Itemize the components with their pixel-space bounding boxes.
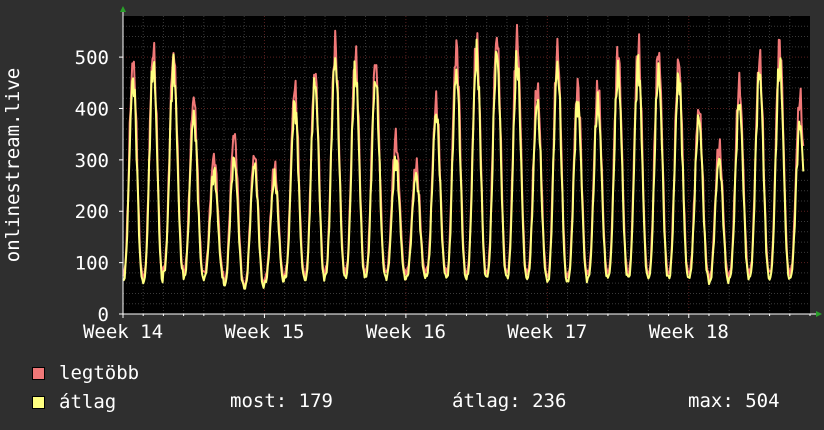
x-tick-label: Week 14 xyxy=(83,321,163,343)
stat-atlag: átlag: 236 xyxy=(452,390,567,412)
axes xyxy=(119,6,822,318)
legend-label-avg: átlag xyxy=(59,391,117,413)
y-axis-arrow xyxy=(120,6,126,12)
y-axis-label: onlinestream.live xyxy=(2,68,24,262)
legend-item-max: legtöbb xyxy=(32,362,140,384)
y-tick-label: 300 xyxy=(75,150,109,172)
x-axis-arrow xyxy=(816,311,822,317)
legend-label-max: legtöbb xyxy=(59,362,140,384)
legend-item-avg: átlag xyxy=(32,391,117,413)
stat-most: most: 179 xyxy=(230,390,333,412)
x-tick-labels: Week 14 Week 15 Week 16 Week 17 Week 18 xyxy=(83,321,729,343)
legend-swatch-max xyxy=(32,366,45,380)
x-tick-label: Week 18 xyxy=(649,321,729,343)
legend-swatch-avg xyxy=(32,395,45,409)
y-tick-labels: 0 100 200 300 400 500 xyxy=(75,47,109,326)
y-tick-label: 0 xyxy=(98,304,109,326)
x-tick-label: Week 17 xyxy=(507,321,587,343)
y-tick-label: 500 xyxy=(75,47,109,69)
y-tick-label: 100 xyxy=(75,253,109,275)
x-tick-label: Week 16 xyxy=(366,321,446,343)
series-line-atlag xyxy=(122,38,805,290)
stat-max: max: 504 xyxy=(688,390,780,412)
x-tick-label: Week 15 xyxy=(224,321,304,343)
y-tick-label: 400 xyxy=(75,98,109,120)
series-layer xyxy=(122,23,805,290)
y-tick-label: 200 xyxy=(75,201,109,223)
